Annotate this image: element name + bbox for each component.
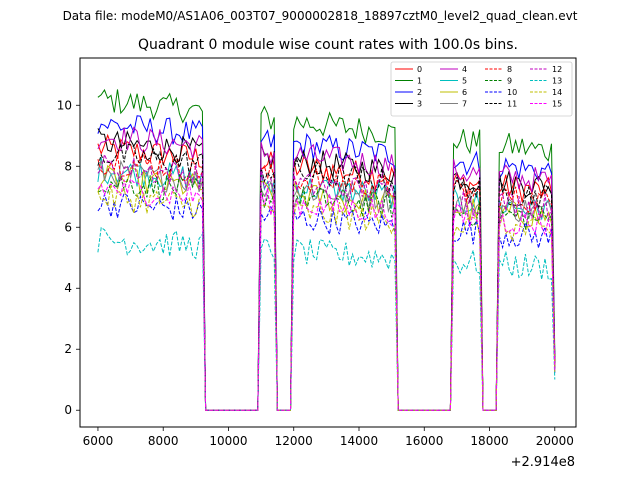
suptitle: Data file: modeM0/AS1A06_003T07_90000028…	[63, 9, 578, 23]
series-line-3	[97, 128, 556, 411]
x-axis: 6000 8000 10000 12000 14000 16000 18000 20000	[83, 427, 574, 448]
x-offset-label: +2.914e8	[511, 455, 575, 470]
legend-label-2: 2	[417, 88, 422, 97]
plot-area	[79, 57, 577, 428]
x-tick-label: 16000	[405, 434, 443, 448]
y-tick-label: 4	[64, 281, 72, 295]
x-tick-label: 14000	[340, 434, 378, 448]
y-tick-label: 10	[57, 98, 72, 112]
legend-label-7: 7	[462, 100, 467, 109]
series-line-14	[97, 184, 556, 411]
legend-label-4: 4	[462, 65, 467, 74]
legend-label-9: 9	[507, 77, 512, 86]
y-axis: 0 2 4 6 8 10	[57, 98, 80, 417]
x-tick-label: 10000	[209, 434, 247, 448]
legend-label-14: 14	[552, 88, 562, 97]
x-tick-label: 18000	[470, 434, 508, 448]
legend-label-6: 6	[462, 88, 467, 97]
series-line-5	[97, 157, 556, 411]
legend-label-0: 0	[417, 65, 422, 74]
legend-label-8: 8	[507, 65, 512, 74]
legend-label-11: 11	[507, 100, 517, 109]
y-tick-label: 8	[64, 159, 72, 173]
series-line-11	[97, 142, 556, 411]
legend-label-15: 15	[552, 100, 562, 109]
y-tick-label: 2	[64, 342, 72, 356]
chart-title: Quadrant 0 module wise count rates with …	[138, 37, 518, 53]
legend-label-12: 12	[552, 65, 562, 74]
legend-label-3: 3	[417, 100, 422, 109]
axes-frame	[79, 57, 577, 428]
legend-label-13: 13	[552, 77, 562, 86]
y-tick-label: 0	[64, 403, 72, 417]
legend-label-5: 5	[462, 77, 467, 86]
series-line-13	[97, 226, 556, 411]
x-tick-label: 20000	[536, 434, 574, 448]
x-tick-label: 8000	[148, 434, 179, 448]
y-tick-label: 6	[64, 220, 72, 234]
x-tick-label: 6000	[83, 434, 114, 448]
legend-label-10: 10	[507, 88, 517, 97]
legend-label-1: 1	[417, 77, 422, 86]
x-tick-label: 12000	[275, 434, 313, 448]
series-line-8	[97, 153, 556, 411]
series-line-12	[97, 153, 556, 411]
series-line-1	[97, 88, 556, 411]
series-line-4	[97, 126, 556, 411]
series-line-15	[97, 178, 556, 411]
legend-box	[390, 61, 573, 117]
